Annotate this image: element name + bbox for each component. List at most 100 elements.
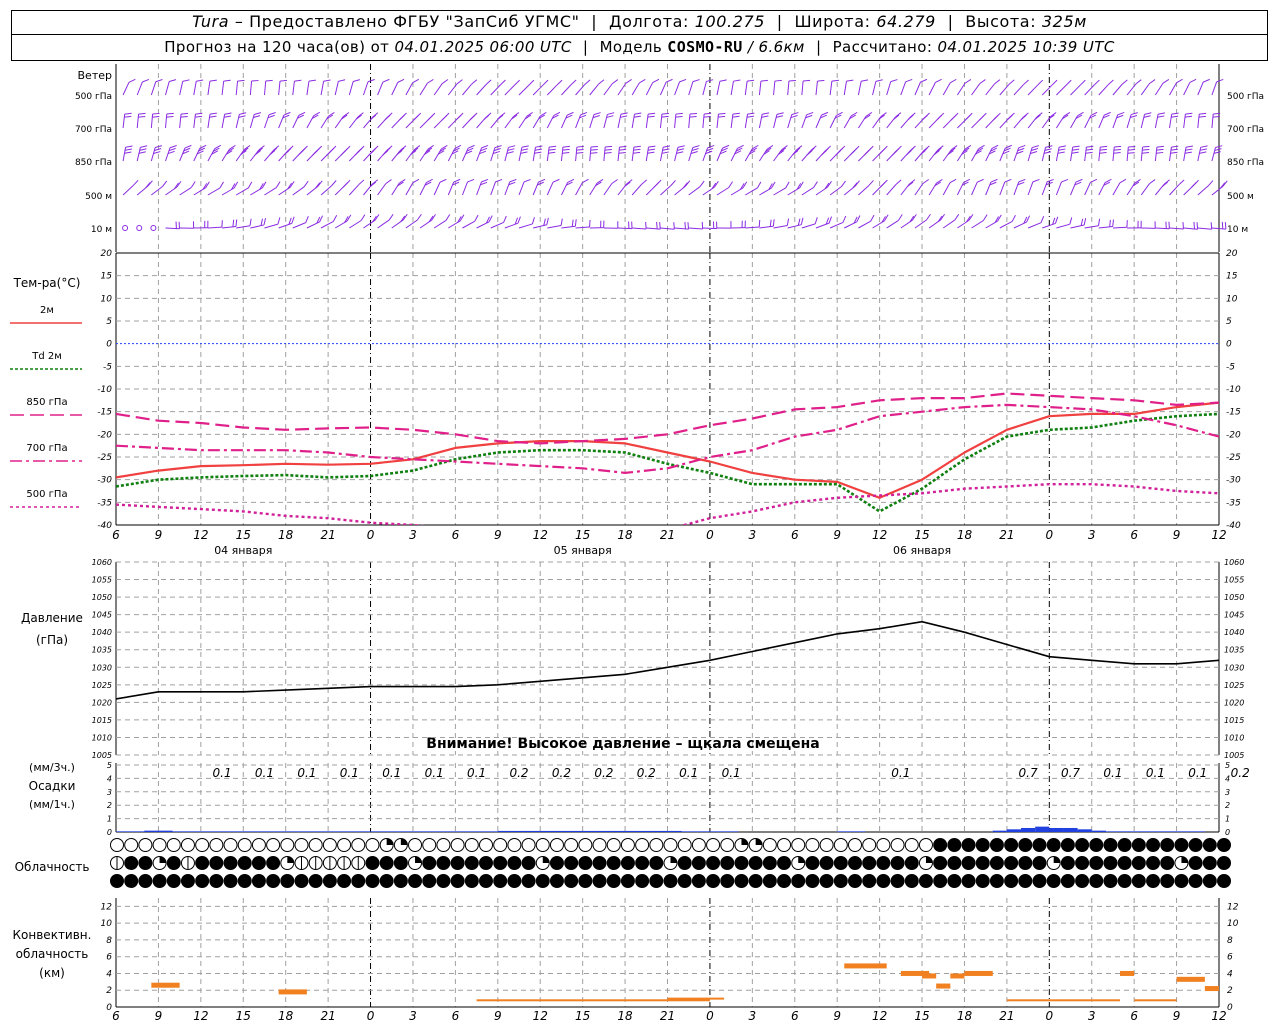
wind-barb-flag [540,111,547,117]
cloud-octa-symbol [1103,838,1118,852]
wind-barb-flag [648,112,656,115]
precip-bar [1162,831,1177,832]
conv-cloud-segment [964,970,993,976]
temp-tick-label: 0 [1226,340,1232,350]
wind-barb-flag [1054,216,1059,224]
wind-barb-flag [737,144,744,149]
wind-barb-shaft [1126,147,1129,162]
wind-barb-flag [769,219,772,227]
cloud-octa-symbol [1131,874,1146,888]
temp-tick-label: -25 [97,453,112,463]
wind-barb-shaft [702,81,707,96]
temp-tick-label: -35 [97,498,112,508]
wind-barb-flag [1130,115,1138,119]
cloud-octa-symbol [706,874,721,888]
wind-barb-flag [937,145,944,151]
wind-barb-shaft [504,147,509,162]
wind-barb-flag [964,114,971,121]
wind-barb-flag [453,178,461,183]
wind-barb-flag [786,218,790,226]
wind-barb-flag [865,112,873,117]
pressure-panel: Давление (гПа) Внимание! Высокое давлени… [21,558,1244,760]
wind-barb-flag [1119,178,1127,184]
wind-barb-flag [684,221,686,229]
cloud-octa-symbol [479,856,493,870]
pressure-tick-label: 1010 [1224,733,1244,742]
wind-barb-flag [875,79,883,82]
cloud-octa-symbol [1075,838,1090,852]
wind-barb-flag [1109,219,1111,227]
wind-barb-flag [1045,145,1053,148]
wind-barb-flag [511,114,518,120]
wind-barb-flag [382,78,390,83]
cloud-octa-symbol [734,874,749,888]
wind-barb-shaft [560,182,569,196]
wind-barb-flag [779,147,786,153]
wind-barb-flag [1057,151,1065,154]
wind-barb-flag [1045,181,1053,186]
wind-barb-flag [977,178,984,183]
wind-barb-shaft [1056,223,1070,229]
wind-barb-flag [991,144,999,149]
wind-barb-shaft [1098,84,1109,96]
wind-barb-shaft [1211,114,1214,129]
temp-tick-label: -35 [1226,498,1241,508]
cloud-octa-symbol [635,874,650,888]
wind-barb-flag [768,183,773,190]
wind-barb-flag [817,79,825,82]
time-tick-label: 18 [617,1009,633,1023]
temp-series-4 [116,483,1219,525]
wind-barb-shaft [179,114,182,129]
wind-barb-flag [212,147,220,152]
wind-barb-flag [441,144,448,150]
wind-barb-flag [791,112,799,116]
wind-barb-flag [413,145,421,151]
wind-barb-flag [239,112,247,115]
wind-barb-flag [766,145,774,150]
temp-tick-label: -15 [1226,408,1241,418]
wind-barb-flag [268,112,276,116]
wind-barb-shaft [1027,181,1034,196]
wind-barb-shaft [179,186,192,196]
pressure-tick-label: 1025 [1224,681,1244,690]
wind-barb-shaft [1112,226,1127,229]
wind-barb-flag [997,214,1002,222]
wind-barb-flag [1062,114,1069,120]
wind-barb-shaft [801,187,814,196]
precip-panel-title: Осадки [29,779,76,793]
conv-cloud-segment [1120,970,1135,976]
wind-barb-flag [397,181,404,187]
wind-barb-flag [152,112,160,115]
precip-bar [427,831,442,832]
wind-barb-shaft [1027,147,1033,162]
precip-3h-label: 0.2 [637,766,656,780]
wind-barb-flag [679,78,687,83]
high-pressure-warning: Внимание! Высокое давление – щкала смеще… [426,736,819,752]
wind-barb-flag [479,150,487,155]
wind-barb-flag [273,145,280,151]
cloud-octa-symbol [450,856,465,870]
time-tick-label: 15 [236,528,251,542]
pressure-tick-label: 1010 [92,733,112,742]
wind-barb-flag [884,214,889,222]
wind-barb-flag [319,215,324,223]
wind-barb-flag [1069,217,1073,225]
wind-barb-flag [590,152,598,154]
wind-level-label: 700 гПа [75,125,112,135]
cloud-octa-symbol [606,838,621,852]
wind-barb-shaft [249,114,255,129]
model-name: COSMO-RU [667,38,743,56]
wind-barb-flag [1058,148,1066,151]
wind-barb-shaft [250,224,265,229]
wind-barb-flag [166,116,174,118]
wind-barb-shaft [405,219,418,229]
wind-barb-flag [1113,152,1121,154]
wind-barb-flag [1161,181,1169,187]
wind-barb-shaft [122,185,134,196]
date-label: 04 января [214,544,272,557]
wind-barb-flag [297,150,304,156]
wind-barb-flag [507,148,515,151]
cloud-octa-symbol [1202,856,1217,870]
wind-barb-flag [231,183,236,190]
wind-barb-shaft [702,227,717,230]
